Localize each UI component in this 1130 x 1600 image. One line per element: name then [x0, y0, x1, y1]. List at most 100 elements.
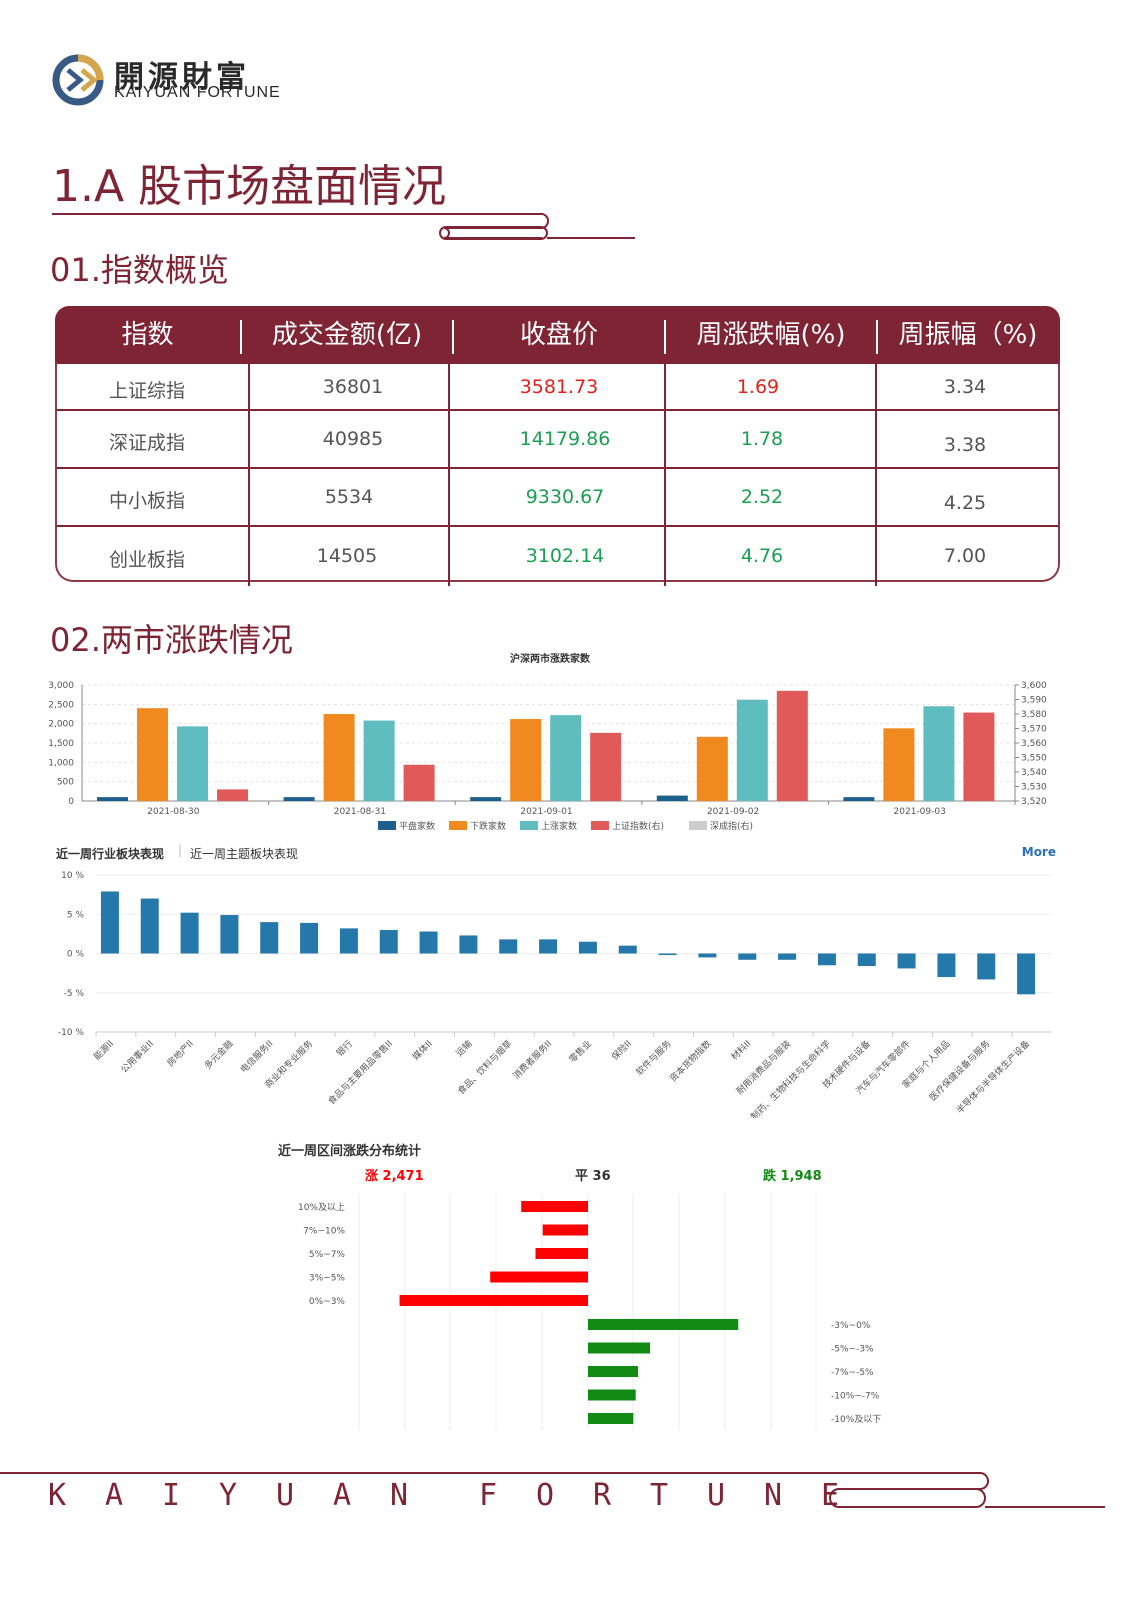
legend-swatch: [449, 821, 467, 830]
footer-letter: Y: [219, 1478, 238, 1513]
x-tick-label: 运输: [453, 1038, 474, 1059]
header-divider: [452, 320, 454, 354]
legend-label: 下跌家数: [470, 820, 506, 832]
section-title-index-overview: 01.指数概览: [50, 251, 229, 289]
y2-tick-label: 3,560: [1021, 739, 1047, 749]
bar-上证指数(右): [963, 712, 995, 801]
chart-title: 近一周区间涨跌分布统计: [278, 1143, 421, 1159]
index-table-header: 指数 成交金额(亿) 收盘价 周涨跌幅(%) 周振幅（%): [55, 306, 1060, 364]
bar-平盘家数: [283, 797, 315, 801]
sector-tabbar: 近一周行业板块表现 | 近一周主题板块表现 More: [56, 843, 1056, 863]
col-divider: [875, 362, 877, 586]
row-divider: [57, 409, 1058, 411]
x-tick-label: 公用事业II: [118, 1038, 156, 1076]
y2-tick-label: 3,540: [1021, 768, 1047, 778]
row-divider: [57, 467, 1058, 469]
table-cell-volume: 14505: [316, 545, 378, 567]
footer-letter: F: [479, 1478, 498, 1513]
bar-down: [588, 1389, 636, 1401]
category-label: -5%~-3%: [831, 1345, 874, 1355]
bar-材料II: [738, 953, 757, 960]
table-cell-volume: 5534: [324, 486, 374, 508]
table-cell-close: 3102.14: [525, 545, 605, 567]
bar-资本货物指数: [698, 953, 717, 958]
header-change: 周涨跌幅(%): [696, 320, 846, 350]
y2-tick-label: 3,530: [1021, 783, 1047, 793]
bar-上涨家数: [736, 699, 768, 801]
bar-上证指数(右): [590, 732, 622, 801]
logo-en-text: KAIYUAN FORTUNE: [114, 84, 281, 101]
legend-label: 上涨家数: [541, 820, 577, 832]
down-count-label: 跌 1,948: [763, 1168, 822, 1184]
flat-count-label: 平 36: [575, 1169, 611, 1184]
footer-letter: E: [821, 1478, 840, 1513]
more-link[interactable]: More: [1021, 845, 1056, 859]
index-table: 指数 成交金额(亿) 收盘价 周涨跌幅(%) 周振幅（%) 上证综指 36801…: [55, 306, 1060, 586]
x-tick-label: 房地产II: [164, 1038, 195, 1069]
y-tick-label: 0: [68, 797, 74, 807]
industry-performance-chart: 10 % 5 % 0 % -5 % -10 % 能源II 公用事业II 房地产II 多元金融 电信…: [58, 871, 1052, 1118]
y-tick-label: 1,500: [48, 739, 74, 749]
tab-industry[interactable]: 近一周行业板块表现: [56, 847, 165, 861]
header-divider: [240, 320, 242, 354]
y-tick-label: 500: [57, 778, 74, 788]
bar-平盘家数: [470, 797, 502, 801]
legend-swatch: [689, 821, 707, 830]
bar-下跌家数: [323, 714, 355, 801]
x-tick-label: 2021-09-03: [894, 807, 946, 817]
company-logo: 開源財富 KAIYUAN FORTUNE: [52, 50, 292, 110]
category-label: 10%及以上: [298, 1202, 345, 1213]
header-amplitude: 周振幅（%): [898, 320, 1038, 350]
header-index: 指数: [121, 320, 174, 350]
x-tick-label: 保险II: [609, 1038, 634, 1063]
updown-count-chart: 沪深两市涨跌家数 0 500 1,000 1,500 2,000 2,500 3,000 3,5…: [48, 652, 1047, 832]
y-tick-label: 3,000: [48, 681, 74, 691]
y-tick-label: -10 %: [58, 1028, 85, 1038]
tab-theme[interactable]: 近一周主题板块表现: [190, 847, 299, 861]
legend-label: 平盘家数: [399, 820, 435, 832]
table-cell-amplitude: 7.00: [943, 545, 987, 567]
bar-多元金融: [220, 915, 239, 954]
bar-上涨家数: [923, 706, 955, 801]
title-underline-decoration: [52, 212, 635, 240]
bar-下跌家数: [137, 708, 168, 801]
bar-零售业: [578, 941, 597, 954]
legend-swatch: [378, 821, 396, 830]
legend-label: 上证指数(右): [612, 820, 664, 832]
bar-媒体II: [419, 931, 438, 954]
category-label: 7%~10%: [303, 1227, 345, 1237]
category-label: -10%及以下: [831, 1414, 881, 1425]
y2-tick-label: 3,570: [1021, 725, 1047, 735]
table-cell-volume: 36801: [322, 376, 384, 398]
category-label: 5%~7%: [309, 1250, 346, 1260]
bar-down: [588, 1342, 651, 1354]
table-cell-name: 上证综指: [108, 380, 185, 402]
bar-上证指数(右): [776, 690, 808, 801]
bar-平盘家数: [656, 795, 688, 801]
up-count-label: 涨 2,471: [364, 1169, 424, 1184]
table-cell-close: 9330.67: [525, 486, 605, 508]
bar-技术硬件与设备: [857, 953, 876, 967]
bar-房地产II: [180, 912, 199, 954]
col-divider: [248, 362, 250, 586]
footer-decoration: [0, 1472, 1105, 1508]
y-tick-label: 10 %: [61, 871, 84, 881]
y-tick-label: 5 %: [67, 910, 85, 920]
bar-公用事业II: [140, 898, 159, 954]
table-cell-amplitude: 4.25: [943, 492, 987, 514]
y2-tick-label: 3,520: [1021, 797, 1047, 807]
bar-down: [588, 1319, 739, 1330]
index-table-body: 上证综指 36801 3581.73 1.69 3.34 深证成指 40985 …: [55, 362, 1060, 586]
footer-letter: U: [707, 1478, 726, 1513]
footer-letter: A: [333, 1478, 352, 1513]
bar-银行: [339, 928, 358, 954]
footer-letter: K: [48, 1478, 67, 1513]
footer-letter: O: [536, 1478, 555, 1513]
col-divider: [664, 362, 666, 586]
table-cell-amplitude: 3.34: [943, 376, 987, 398]
bar-商业和专业服务: [300, 922, 319, 954]
bar-下跌家数: [696, 736, 728, 801]
tab-divider: |: [178, 843, 183, 857]
x-tick-label: 能源II: [91, 1038, 116, 1063]
